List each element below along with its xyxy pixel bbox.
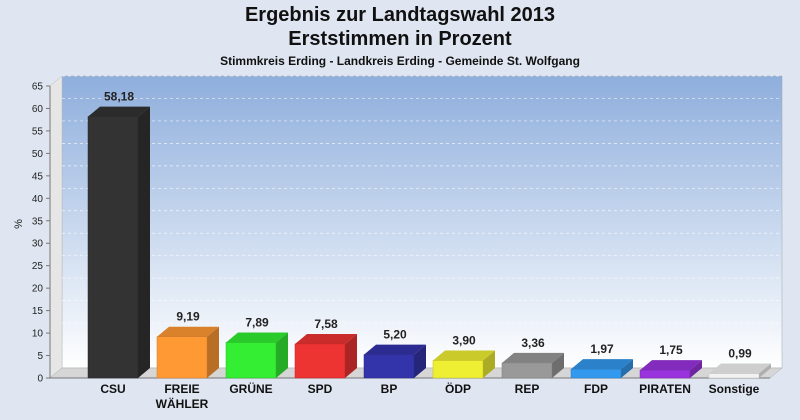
bar-side (690, 360, 702, 378)
bar-front (501, 362, 553, 379)
bar-top (226, 332, 288, 343)
bar-bp (363, 344, 426, 379)
y-tick-label: 50 (32, 149, 44, 160)
x-tick-label: Sonstige (709, 382, 760, 396)
y-tick-label: 5 (37, 351, 43, 362)
y-tick-label: 55 (32, 126, 44, 137)
y-tick-label: 35 (32, 216, 44, 227)
y-tick-label: 25 (32, 261, 44, 272)
bar-side (414, 344, 426, 378)
bar-front (87, 116, 139, 379)
bar-side (552, 352, 564, 378)
bar-front (570, 368, 622, 379)
bar-top (709, 363, 771, 374)
y-tick-label: 15 (32, 306, 44, 317)
bar-top (364, 344, 426, 355)
x-tick-label: PIRATEN (639, 382, 691, 396)
x-tick-label: BP (381, 382, 398, 396)
bar-spd (294, 333, 357, 379)
x-tick-label: ÖDP (445, 381, 471, 396)
value-label: 1,75 (659, 343, 683, 357)
y-tick-label: 60 (32, 104, 44, 115)
bar-ödp (432, 350, 495, 379)
x-tick-label: REP (515, 382, 540, 396)
bar-fdp (570, 359, 633, 379)
bar-front (432, 360, 484, 379)
y-tick-label: 0 (37, 374, 43, 385)
bar-rep (501, 352, 564, 379)
bar-top (295, 333, 357, 344)
y-tick-label: 20 (32, 284, 44, 295)
bar-side (621, 359, 633, 378)
y-tick-label: 10 (32, 329, 44, 340)
bar-csu (87, 106, 150, 379)
bar-side (276, 332, 288, 378)
bar-sonstige (708, 363, 771, 379)
bar-front (708, 373, 760, 379)
bar-top (502, 352, 564, 363)
value-label: 1,97 (590, 342, 614, 356)
chart-subtitle: Stimmkreis Erding - Landkreis Erding - G… (220, 54, 580, 68)
y-tick-label: 40 (32, 194, 44, 205)
bar-top (157, 326, 219, 337)
y-tick-label: 65 (32, 82, 44, 93)
x-tick-label: FDP (584, 382, 608, 396)
bar-side (759, 363, 771, 378)
bar-front (363, 354, 415, 379)
bar-grüne (225, 332, 288, 379)
bar-top (88, 106, 150, 117)
x-tick-label: WÄHLER (156, 396, 209, 411)
plot-side-wall (49, 75, 63, 379)
x-tick-label: SPD (308, 382, 333, 396)
value-label: 9,19 (176, 310, 200, 324)
bar-front (225, 342, 277, 379)
bar-top (640, 360, 702, 371)
bar-side (345, 333, 357, 378)
value-label: 5,20 (383, 328, 407, 342)
bar-side (483, 350, 495, 378)
y-axis-label: % (13, 219, 25, 229)
y-tick-label: 30 (32, 239, 44, 250)
y-tick-label: 45 (32, 171, 44, 182)
chart-title-line2: Erststimmen in Prozent (288, 28, 512, 50)
bar-side (207, 326, 219, 378)
value-label: 7,58 (314, 317, 338, 331)
bar-piraten (639, 360, 702, 379)
bar-front (294, 343, 346, 379)
value-label: 0,99 (728, 347, 752, 361)
x-tick-label: CSU (100, 382, 125, 396)
value-label: 58,18 (104, 90, 134, 104)
bar-front (156, 336, 208, 379)
plot-back-wall (61, 75, 783, 369)
x-tick-label: FREIE (164, 382, 199, 396)
bar-top (433, 350, 495, 361)
value-label: 3,90 (452, 333, 476, 347)
bar-freie-wähler (156, 326, 219, 379)
chart-title: Ergebnis zur Landtagswahl 2013 (244, 4, 556, 26)
value-label: 3,36 (521, 336, 545, 350)
value-label: 7,89 (245, 316, 269, 330)
bar-top (571, 359, 633, 370)
bar-front (639, 369, 691, 379)
x-tick-label: GRÜNE (229, 381, 272, 396)
bar-side (138, 106, 150, 378)
